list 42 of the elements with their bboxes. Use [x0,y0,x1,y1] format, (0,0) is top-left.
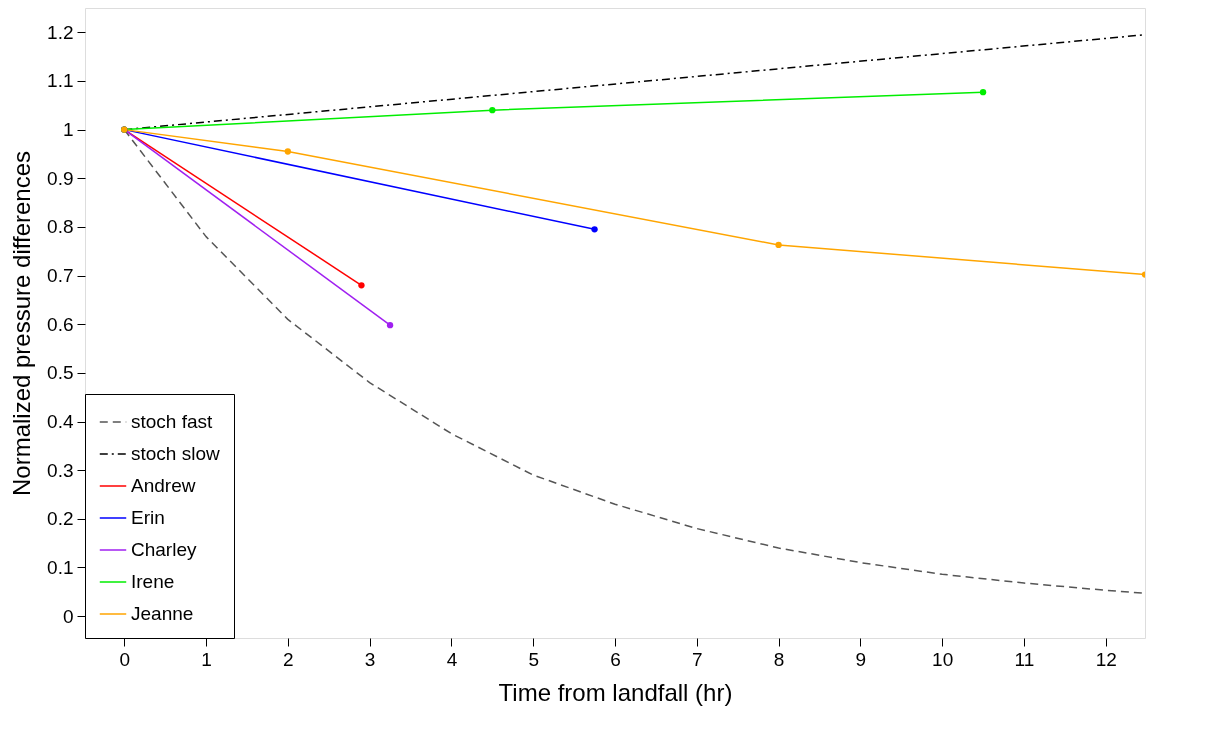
y-tick-label: 0.8 [47,216,74,238]
x-tick-label: 3 [364,648,376,670]
x-tick-label: 12 [1095,648,1117,670]
x-tick-label: 10 [932,648,954,670]
y-axis-title: Normalized pressure differences [8,150,36,497]
y-tick-label: 0.5 [47,362,74,384]
x-tick-label: 7 [692,648,703,670]
point [979,89,987,96]
x-tick-label: 8 [773,648,785,670]
legend-label: Charley [131,539,197,560]
y-tick-label: 0.1 [47,556,74,578]
y-tick-label: 1.2 [47,21,74,43]
x-tick-label: 6 [610,648,621,670]
x-tick-label: 1 [201,648,212,670]
x-tick-label: 2 [283,648,294,670]
point [284,148,291,155]
y-tick-label: 0 [62,605,74,627]
y-tick-label: 1.1 [47,70,74,92]
x-tick-label: 5 [528,648,539,670]
point [386,322,394,329]
point [775,241,782,249]
x-tick-label: 9 [855,648,867,670]
x-tick-label: 0 [119,648,131,670]
legend-label: Andrew [131,475,196,496]
y-tick-label: 0.7 [47,265,74,287]
y-tick-label: 1 [62,119,74,141]
y-tick-label: 0.2 [47,508,74,530]
legend-label: stoch fast [131,411,214,432]
x-tick-label: 4 [446,648,458,670]
legend-label: Erin [131,507,165,528]
legend-label: stoch slow [131,443,220,464]
y-tick-label: 0.3 [47,459,74,481]
y-tick-label: 0.4 [47,411,74,433]
legend-label: Irene [131,571,175,592]
point [489,107,496,114]
legend-label: Jeanne [131,603,194,624]
y-tick-label: 0.9 [47,167,74,189]
x-tick-label: 11 [1014,648,1035,670]
x-axis-title: Time from landfall (hr) [498,678,733,706]
y-tick-label: 0.6 [47,313,74,335]
point [591,226,598,233]
point [358,282,365,289]
